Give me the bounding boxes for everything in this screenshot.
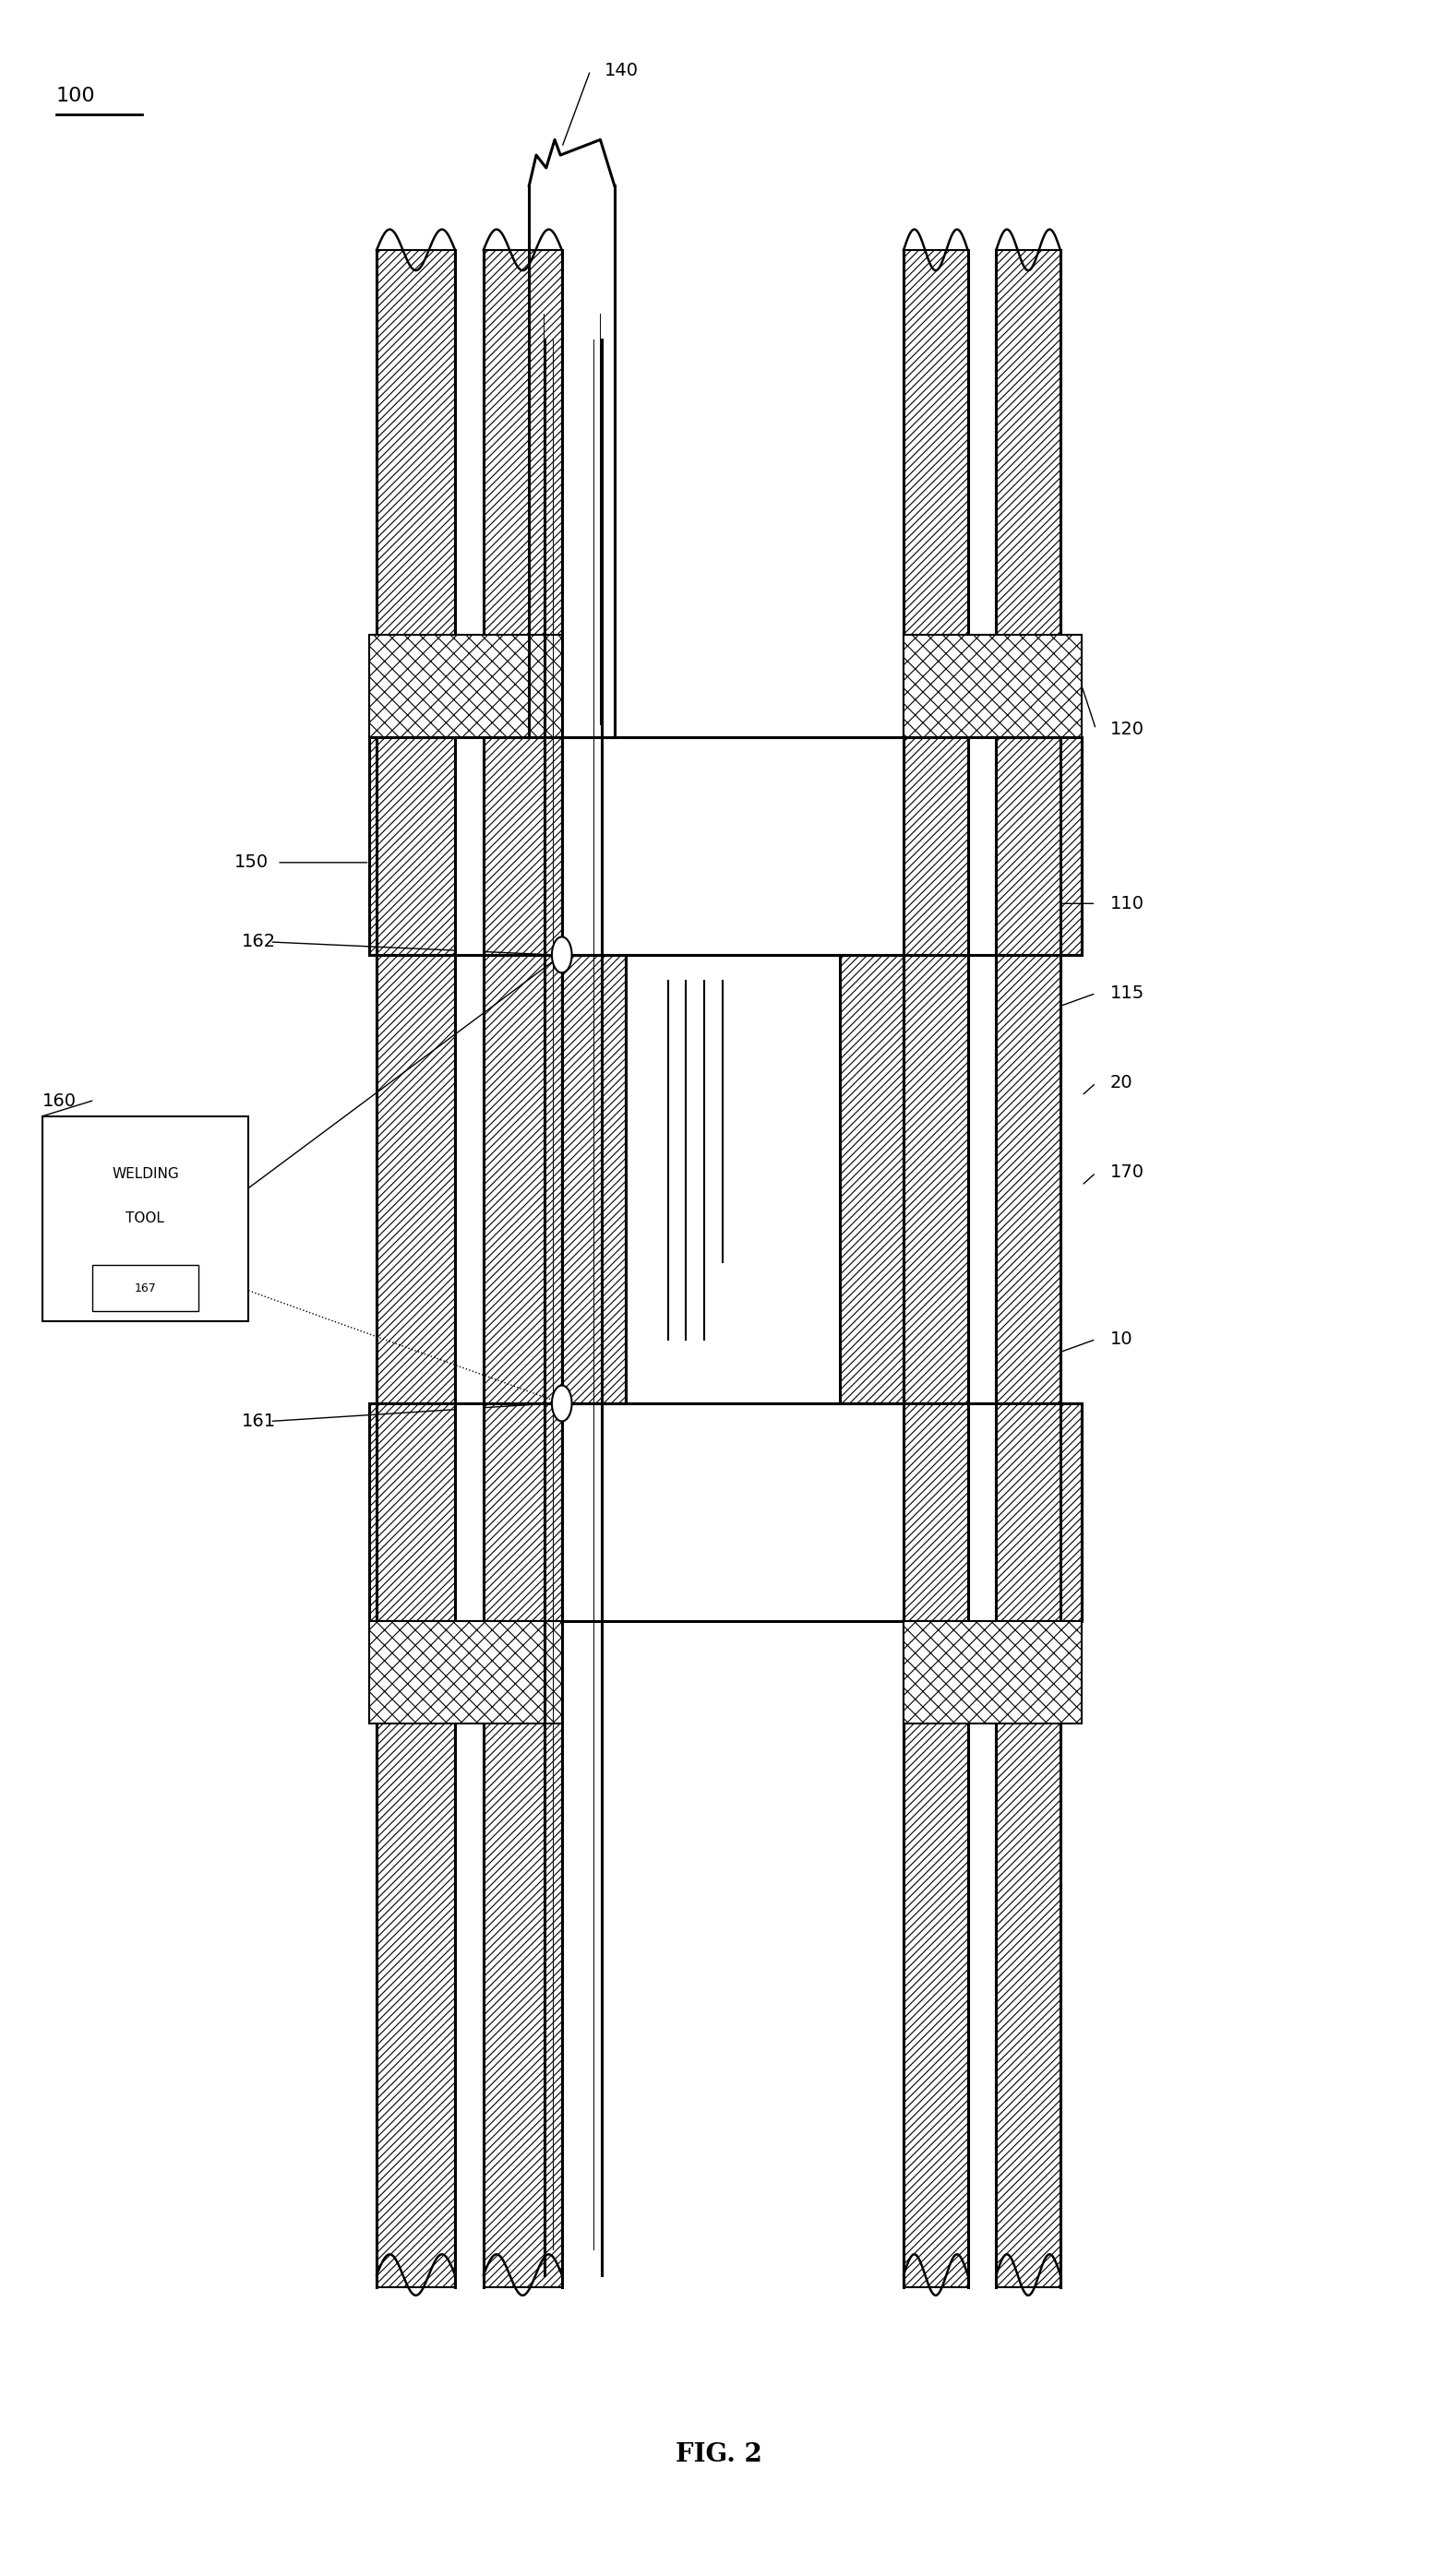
Bar (967, 250, 996, 2287)
Text: 115: 115 (1111, 984, 1144, 1002)
Circle shape (552, 1386, 572, 1422)
Bar (376, 250, 456, 2287)
Text: 161: 161 (241, 1412, 276, 1430)
Bar (369, 737, 1082, 956)
Bar (562, 956, 904, 1404)
Bar (369, 1620, 562, 1723)
Bar (627, 956, 839, 1404)
Bar (839, 956, 904, 1404)
Text: 20: 20 (1111, 1074, 1132, 1092)
Bar (456, 250, 483, 2287)
Bar (562, 1404, 904, 1620)
Bar (996, 250, 1061, 2287)
Text: TOOL: TOOL (126, 1211, 165, 1226)
Bar (562, 737, 904, 956)
Text: 110: 110 (1111, 894, 1144, 912)
Text: 10: 10 (1111, 1329, 1132, 1347)
Bar (92, 1265, 198, 1311)
Bar (369, 1404, 1082, 1620)
Bar (904, 250, 967, 2287)
Text: 162: 162 (241, 933, 276, 951)
Text: 150: 150 (234, 853, 269, 871)
Text: WELDING: WELDING (112, 1167, 178, 1180)
Bar (483, 250, 562, 2287)
Bar (904, 1620, 1082, 1723)
Text: 100: 100 (56, 88, 96, 106)
Circle shape (552, 938, 572, 974)
Text: 140: 140 (605, 62, 638, 80)
Bar (904, 634, 1082, 737)
Bar (369, 1404, 562, 1620)
Text: 160: 160 (42, 1092, 76, 1110)
Bar (904, 1404, 1082, 1620)
Bar (562, 956, 627, 1404)
Bar (369, 737, 562, 956)
Text: FIG. 2: FIG. 2 (675, 2442, 762, 2468)
Text: 167: 167 (134, 1283, 157, 1293)
Text: 170: 170 (1111, 1164, 1144, 1182)
Text: 120: 120 (1111, 721, 1144, 737)
Bar (369, 634, 562, 737)
Bar (42, 1115, 249, 1321)
Bar (904, 737, 1082, 956)
